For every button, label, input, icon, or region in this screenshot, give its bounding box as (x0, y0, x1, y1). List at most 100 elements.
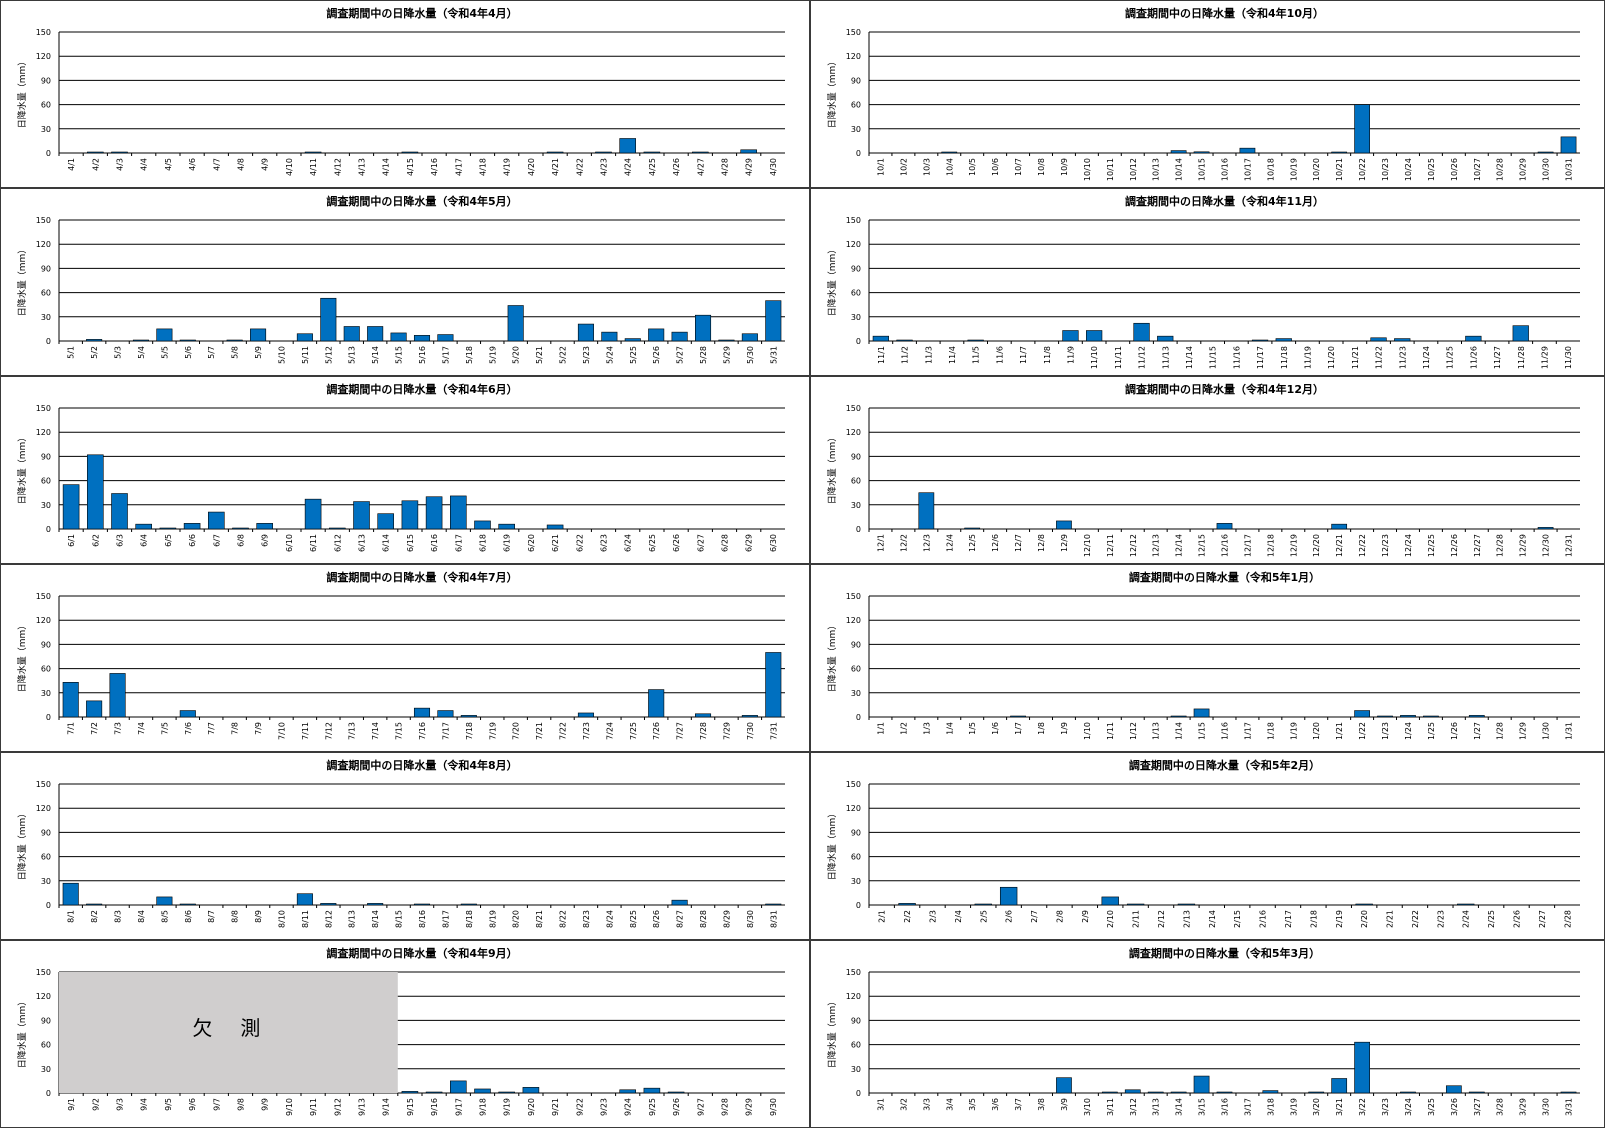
chart-panel: 調査期間中の日降水量（令和4年9月） 日降水量（mm） 0 30 60 90 120 150 欠… (0, 940, 810, 1128)
x-tick-label: 3/17 (1243, 1098, 1252, 1116)
bar (86, 339, 103, 342)
x-tick-label: 8/11 (301, 910, 310, 928)
bar (62, 682, 79, 718)
x-tick-label: 10/24 (1404, 158, 1413, 181)
x-tick-label: 5/26 (652, 346, 661, 364)
x-tick-label: 5/18 (465, 346, 474, 364)
bar (320, 903, 337, 906)
y-tick-label: 60 (851, 289, 861, 298)
bar (179, 903, 196, 906)
bar (304, 151, 322, 154)
x-tick-label: 2/1 (878, 910, 887, 923)
chart-title: 調査期間中の日降水量（令和4年9月） (326, 946, 517, 960)
x-tick-label: 12/7 (1014, 534, 1023, 552)
x-tick-label: 1/15 (1198, 722, 1207, 740)
chart-panel: 調査期間中の日降水量（令和4年11月） 日降水量（mm） 0 30 60 90 120 150… (810, 188, 1605, 376)
bar (109, 673, 126, 718)
bar (974, 903, 992, 906)
bar (367, 903, 384, 906)
x-tick-label: 5/10 (277, 346, 286, 364)
x-tick-label: 3/4 (945, 1098, 954, 1111)
x-tick-label: 5/15 (395, 346, 404, 364)
x-tick-label: 5/20 (512, 346, 521, 364)
x-tick-label: 6/7 (212, 534, 221, 547)
x-tick-label: 8/1 (67, 910, 76, 923)
x-tick-label: 6/13 (358, 534, 367, 552)
x-tick-label: 3/5 (968, 1098, 977, 1111)
x-tick-label: 12/25 (1427, 534, 1436, 557)
y-tick-label: 60 (851, 101, 861, 110)
x-tick-label: 11/28 (1517, 346, 1526, 369)
x-tick-label: 12/10 (1083, 534, 1092, 557)
x-tick-label: 7/29 (722, 722, 731, 740)
y-tick-label: 0 (856, 525, 861, 534)
x-tick-label: 2/11 (1132, 910, 1141, 928)
x-tick-label: 6/23 (600, 534, 609, 552)
x-tick-label: 8/17 (441, 910, 450, 928)
x-tick-label: 5/25 (629, 346, 638, 364)
x-tick-label: 9/22 (575, 1098, 584, 1116)
x-tick-label: 12/15 (1198, 534, 1207, 557)
x-tick-label: 6/12 (333, 534, 342, 552)
y-tick-label: 120 (846, 616, 861, 625)
bar (718, 339, 735, 342)
y-tick-label: 60 (851, 477, 861, 486)
bar (1370, 337, 1387, 342)
bar (450, 495, 467, 530)
x-tick-label: 12/14 (1175, 534, 1184, 557)
x-tick-label: 2/10 (1106, 910, 1115, 928)
x-tick-label: 10/13 (1152, 158, 1161, 181)
x-tick-label: 9/4 (140, 1098, 149, 1111)
chart-panel: 調査期間中の日降水量（令和4年6月） 日降水量（mm） 0 30 60 90 120 150 6… (0, 376, 810, 564)
bar (437, 334, 454, 342)
x-tick-label: 4/28 (721, 158, 730, 176)
x-tick-label: 4/10 (285, 158, 294, 176)
bar-chart: 調査期間中の日降水量（令和4年11月） 日降水量（mm） 0 30 60 90 120 150… (826, 194, 1580, 369)
x-tick-label: 9/24 (624, 1098, 633, 1116)
x-tick-label: 4/6 (188, 158, 197, 171)
x-tick-label: 6/22 (575, 534, 584, 552)
x-tick-label: 1/30 (1542, 722, 1551, 740)
bar (460, 903, 477, 906)
x-tick-label: 8/18 (465, 910, 474, 928)
bar (62, 484, 80, 530)
bar (1512, 325, 1529, 342)
x-tick-label: 10/30 (1542, 158, 1551, 181)
x-tick-label: 8/25 (629, 910, 638, 928)
x-tick-label: 3/12 (1129, 1098, 1138, 1116)
bar (111, 493, 128, 530)
x-tick-label: 1/1 (876, 722, 885, 735)
bar (765, 903, 782, 906)
x-tick-label: 4/22 (575, 158, 584, 176)
x-tick-label: 6/8 (237, 534, 246, 547)
bar (353, 501, 370, 530)
x-tick-label: 11/9 (1066, 346, 1075, 364)
x-tick-label: 4/12 (333, 158, 342, 176)
chart-title: 調査期間中の日降水量（令和4年5月） (326, 194, 517, 208)
bar (208, 511, 225, 530)
x-tick-label: 9/25 (648, 1098, 657, 1116)
bar (671, 331, 688, 342)
x-tick-label: 12/30 (1542, 534, 1551, 557)
x-tick-label: 12/20 (1312, 534, 1321, 557)
x-tick-label: 3/26 (1450, 1098, 1459, 1116)
x-tick-label: 3/29 (1519, 1098, 1528, 1116)
chart-panel: 調査期間中の日降水量（令和4年10月） 日降水量（mm） 0 30 60 90 120 150… (810, 0, 1605, 188)
x-tick-label: 5/3 (114, 346, 123, 359)
x-tick-label: 9/2 (91, 1098, 100, 1111)
x-tick-label: 6/17 (454, 534, 463, 552)
x-tick-label: 12/31 (1565, 534, 1574, 557)
bar-chart: 調査期間中の日降水量（令和5年2月） 日降水量（mm） 0 30 60 90 120 150 2… (826, 758, 1580, 928)
y-axis-label: 日降水量（mm） (826, 433, 838, 505)
x-tick-label: 7/17 (441, 722, 450, 740)
bar (1177, 903, 1196, 906)
bar (1445, 1085, 1462, 1094)
x-tick-label: 8/31 (769, 910, 778, 928)
y-tick-label: 90 (41, 1016, 51, 1025)
bar (671, 899, 688, 906)
x-tick-label: 6/10 (285, 534, 294, 552)
x-tick-label: 1/3 (922, 722, 931, 735)
x-tick-label: 9/10 (285, 1098, 294, 1116)
x-tick-label: 5/24 (605, 346, 614, 364)
y-tick-label: 90 (41, 828, 51, 837)
